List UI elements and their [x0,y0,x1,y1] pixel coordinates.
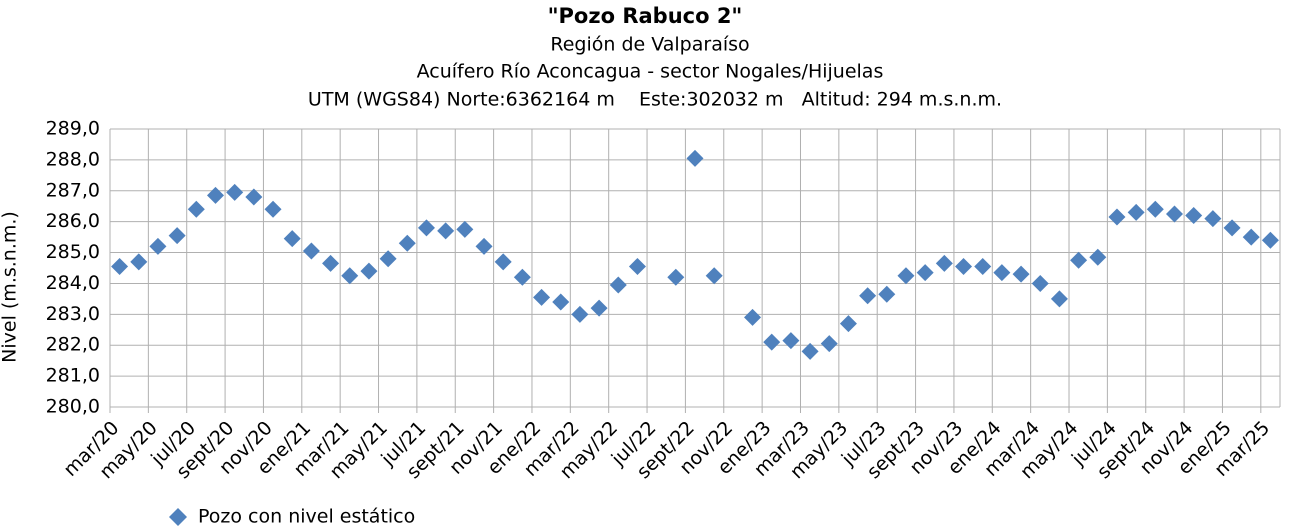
data-point [859,287,877,305]
data-point [475,237,493,255]
data-point [897,267,915,285]
data-point [1012,265,1030,283]
data-point [130,253,148,271]
data-point [187,200,205,218]
data-point [993,264,1011,282]
data-point [974,257,992,275]
data-point [379,250,397,268]
data-point [264,200,282,218]
data-point [1050,290,1068,308]
data-point [744,308,762,326]
data-point [513,268,531,286]
legend-marker [169,508,187,526]
y-tick-label: 286,0 [46,210,100,232]
data-point [283,230,301,248]
data-point [302,242,320,260]
data-point [1242,228,1260,246]
data-point [1031,274,1049,292]
y-tick-label: 287,0 [46,179,100,201]
data-point [341,267,359,285]
data-point [360,262,378,280]
data-point [494,253,512,271]
data-point [226,183,244,201]
data-point [686,149,704,167]
y-tick-label: 283,0 [46,303,100,325]
chart-subtitle: Región de Valparaíso [550,34,749,56]
y-tick-label: 289,0 [46,118,100,140]
data-point [111,257,129,275]
y-axis-title: Nivel (m.s.n.m.) [0,211,21,363]
data-point [1070,251,1088,269]
data-point [839,315,857,333]
data-point [801,342,819,360]
data-point [168,227,186,245]
data-point [1127,203,1145,221]
y-tick-label: 288,0 [46,148,100,170]
data-point [533,288,551,306]
data-point [1261,231,1279,249]
data-point [398,234,416,252]
y-tick-label: 280,0 [46,396,100,418]
data-point [571,305,589,323]
chart-title: "Pozo Rabuco 2" [548,4,743,28]
data-point [552,293,570,311]
data-point [935,254,953,272]
y-tick-label: 284,0 [46,272,100,294]
data-point [667,268,685,286]
data-point [628,257,646,275]
data-point [820,335,838,353]
data-point [437,222,455,240]
chart-subtitle: UTM (WGS84) Norte:6362164 m Este:302032 … [308,89,1002,111]
data-point [206,186,224,204]
data-point [590,299,608,317]
data-point [245,188,263,206]
data-point [782,332,800,350]
data-point [763,333,781,351]
data-point [149,237,167,255]
data-point [955,257,973,275]
y-tick-label: 282,0 [46,334,100,356]
data-point [1166,205,1184,223]
data-point [705,267,723,285]
data-point [1223,219,1241,237]
data-point [878,285,896,303]
data-point [1185,206,1203,224]
y-tick-label: 281,0 [46,365,100,387]
legend-label: Pozo con nivel estático [198,506,415,528]
data-point [609,276,627,294]
data-point [1204,210,1222,228]
data-point [916,264,934,282]
data-point [1146,200,1164,218]
data-point [1089,248,1107,266]
data-point [417,219,435,237]
data-point [322,254,340,272]
chart-subtitle: Acuífero Río Aconcagua - sector Nogales/… [417,61,884,83]
data-point [1108,208,1126,226]
y-tick-label: 285,0 [46,241,100,263]
data-point [456,220,474,238]
